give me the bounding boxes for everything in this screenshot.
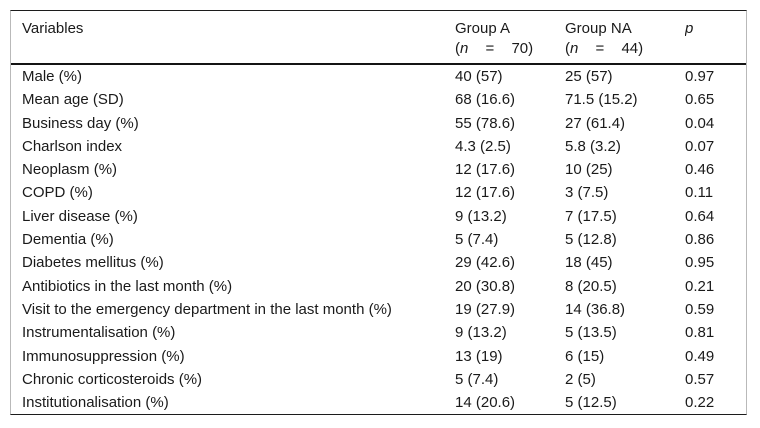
group-a-value: 40 (57) — [455, 68, 503, 85]
group-a-value: 29 (42.6) — [455, 254, 516, 272]
variable-name: Instrumentalisation (%) — [22, 324, 176, 342]
variable-name: Business day (%) — [22, 114, 139, 132]
table-row: Business day (%) 55 (78.6) 27 (61.4) 0.04 — [11, 112, 746, 135]
variable-name: Male (%) — [22, 68, 83, 85]
group-na-value: 71.5 (15.2) — [565, 91, 638, 109]
group-na-value: 27 (61.4) — [565, 114, 626, 132]
variable-name: Antibiotics in the last month (%) — [22, 277, 233, 295]
group-a-value: 12 (17.6) — [455, 161, 516, 179]
group-a-value: 68 (16.6) — [455, 91, 516, 109]
p-value: 0.04 — [685, 114, 715, 132]
table-row: Dementia (%) 5 (7.4) 5 (12.8) 0.86 — [11, 228, 746, 251]
column-header-group-a: Group A (n = 70) — [455, 11, 565, 65]
p-value: 0.81 — [685, 324, 715, 342]
table-row: Diabetes mellitus (%) 29 (42.6) 18 (45) 0.9… — [11, 251, 746, 274]
table-row: Male (%) 40 (57) 25 (57) 0.97 — [11, 65, 746, 88]
p-value: 0.97 — [685, 68, 715, 85]
p-value: 0.59 — [685, 300, 715, 318]
table-row: Chronic corticosteroids (%) 5 (7.4) 2 (5) 0… — [11, 368, 746, 391]
column-header-p-value: p — [685, 11, 746, 65]
variable-name: COPD (%) — [22, 184, 93, 202]
group-a-value: 19 (27.9) — [455, 300, 516, 318]
group-a-value: 9 (13.2) — [455, 207, 507, 225]
group-na-sample-size: (n = 44) — [565, 39, 685, 59]
column-header-group-na: Group NA (n = 44) — [565, 11, 685, 65]
group-a-value: 20 (30.8) — [455, 277, 516, 295]
p-value: 0.07 — [685, 137, 715, 155]
n-symbol: n — [460, 39, 469, 57]
table-row: Mean age (SD) 68 (16.6) 71.5 (15.2) 0.65 — [11, 88, 746, 111]
baseline-characteristics-table: Variables Group A (n = 70) Group NA (n =… — [10, 10, 747, 416]
group-a-value: 55 (78.6) — [455, 114, 516, 132]
header-row: Variables Group A (n = 70) Group NA (n =… — [11, 11, 746, 65]
group-a-value: 5 (7.4) — [455, 370, 499, 388]
table-row: Liver disease (%) 9 (13.2) 7 (17.5) 0.64 — [11, 205, 746, 228]
p-value: 0.65 — [685, 91, 715, 109]
table-row: Neoplasm (%) 12 (17.6) 10 (25) 0.46 — [11, 158, 746, 181]
group-na-value: 6 (15) — [565, 347, 605, 365]
table-row: Visit to the emergency department in the… — [11, 298, 746, 321]
p-value: 0.21 — [685, 277, 715, 295]
table-row: Charlson index 4.3 (2.5) 5.8 (3.2) 0.07 — [11, 135, 746, 158]
equals-sign: = — [595, 39, 605, 57]
group-a-title: Group A — [455, 20, 511, 37]
group-na-title: Group NA — [565, 20, 632, 37]
table-row: Immunosuppression (%) 13 (19) 6 (15) 0.49 — [11, 345, 746, 368]
group-na-value: 5 (13.5) — [565, 324, 617, 342]
group-na-value: 2 (5) — [565, 370, 596, 388]
group-na-value: 5 (12.5) — [565, 394, 617, 412]
group-a-value: 13 (19) — [455, 347, 503, 365]
table-row: Instrumentalisation (%) 9 (13.2) 5 (13.5) 0… — [11, 321, 746, 344]
paren-open: ( — [455, 39, 460, 57]
paren-open: ( — [565, 39, 570, 57]
variable-name: Dementia (%) — [22, 231, 114, 249]
group-na-value: 18 (45) — [565, 254, 613, 272]
group-a-value: 12 (17.6) — [455, 184, 516, 202]
group-na-value: 14 (36.8) — [565, 300, 626, 318]
group-a-value: 4.3 (2.5) — [455, 137, 511, 155]
group-na-value: 25 (57) — [565, 68, 613, 85]
p-value: 0.64 — [685, 207, 715, 225]
table-row: Institutionalisation (%) 14 (20.6) 5 (12.5… — [11, 391, 746, 414]
variable-name: Liver disease (%) — [22, 207, 138, 225]
p-value: 0.11 — [685, 184, 714, 202]
variable-name: Charlson index — [22, 137, 123, 155]
table-row: COPD (%) 12 (17.6) 3 (7.5) 0.11 — [11, 181, 746, 204]
group-a-value: 5 (7.4) — [455, 231, 499, 249]
variable-name: Chronic corticosteroids (%) — [22, 370, 203, 388]
n-count: 70) — [511, 39, 534, 57]
equals-sign: = — [485, 39, 495, 57]
group-na-value: 3 (7.5) — [565, 184, 609, 202]
group-na-value: 10 (25) — [565, 161, 613, 179]
variable-name: Neoplasm (%) — [22, 161, 118, 179]
variable-name: Diabetes mellitus (%) — [22, 254, 164, 272]
table-row: Antibiotics in the last month (%) 20 (30.… — [11, 275, 746, 298]
table-header: Variables Group A (n = 70) Group NA (n =… — [11, 11, 746, 65]
table-body: Male (%) 40 (57) 25 (57) 0.97 Mean age (SD) 6… — [11, 65, 746, 414]
p-value: 0.86 — [685, 231, 715, 249]
variable-name: Institutionalisation (%) — [22, 394, 169, 412]
variable-name: Mean age (SD) — [22, 91, 124, 109]
group-na-value: 7 (17.5) — [565, 207, 617, 225]
group-na-value: 5.8 (3.2) — [565, 137, 621, 155]
variable-name: Immunosuppression (%) — [22, 347, 185, 365]
variable-name: Visit to the emergency department in the… — [22, 300, 392, 318]
group-a-value: 14 (20.6) — [455, 394, 516, 412]
p-value: 0.46 — [685, 161, 715, 179]
n-count: 44) — [621, 39, 644, 57]
p-value: 0.22 — [685, 394, 715, 412]
group-a-value: 9 (13.2) — [455, 324, 507, 342]
n-symbol: n — [570, 39, 579, 57]
group-a-sample-size: (n = 70) — [455, 39, 565, 59]
group-na-value: 5 (12.8) — [565, 231, 617, 249]
p-value: 0.95 — [685, 254, 715, 272]
p-value: 0.49 — [685, 347, 715, 365]
column-header-variables: Variables — [11, 11, 455, 65]
group-na-value: 8 (20.5) — [565, 277, 617, 295]
p-value: 0.57 — [685, 370, 715, 388]
